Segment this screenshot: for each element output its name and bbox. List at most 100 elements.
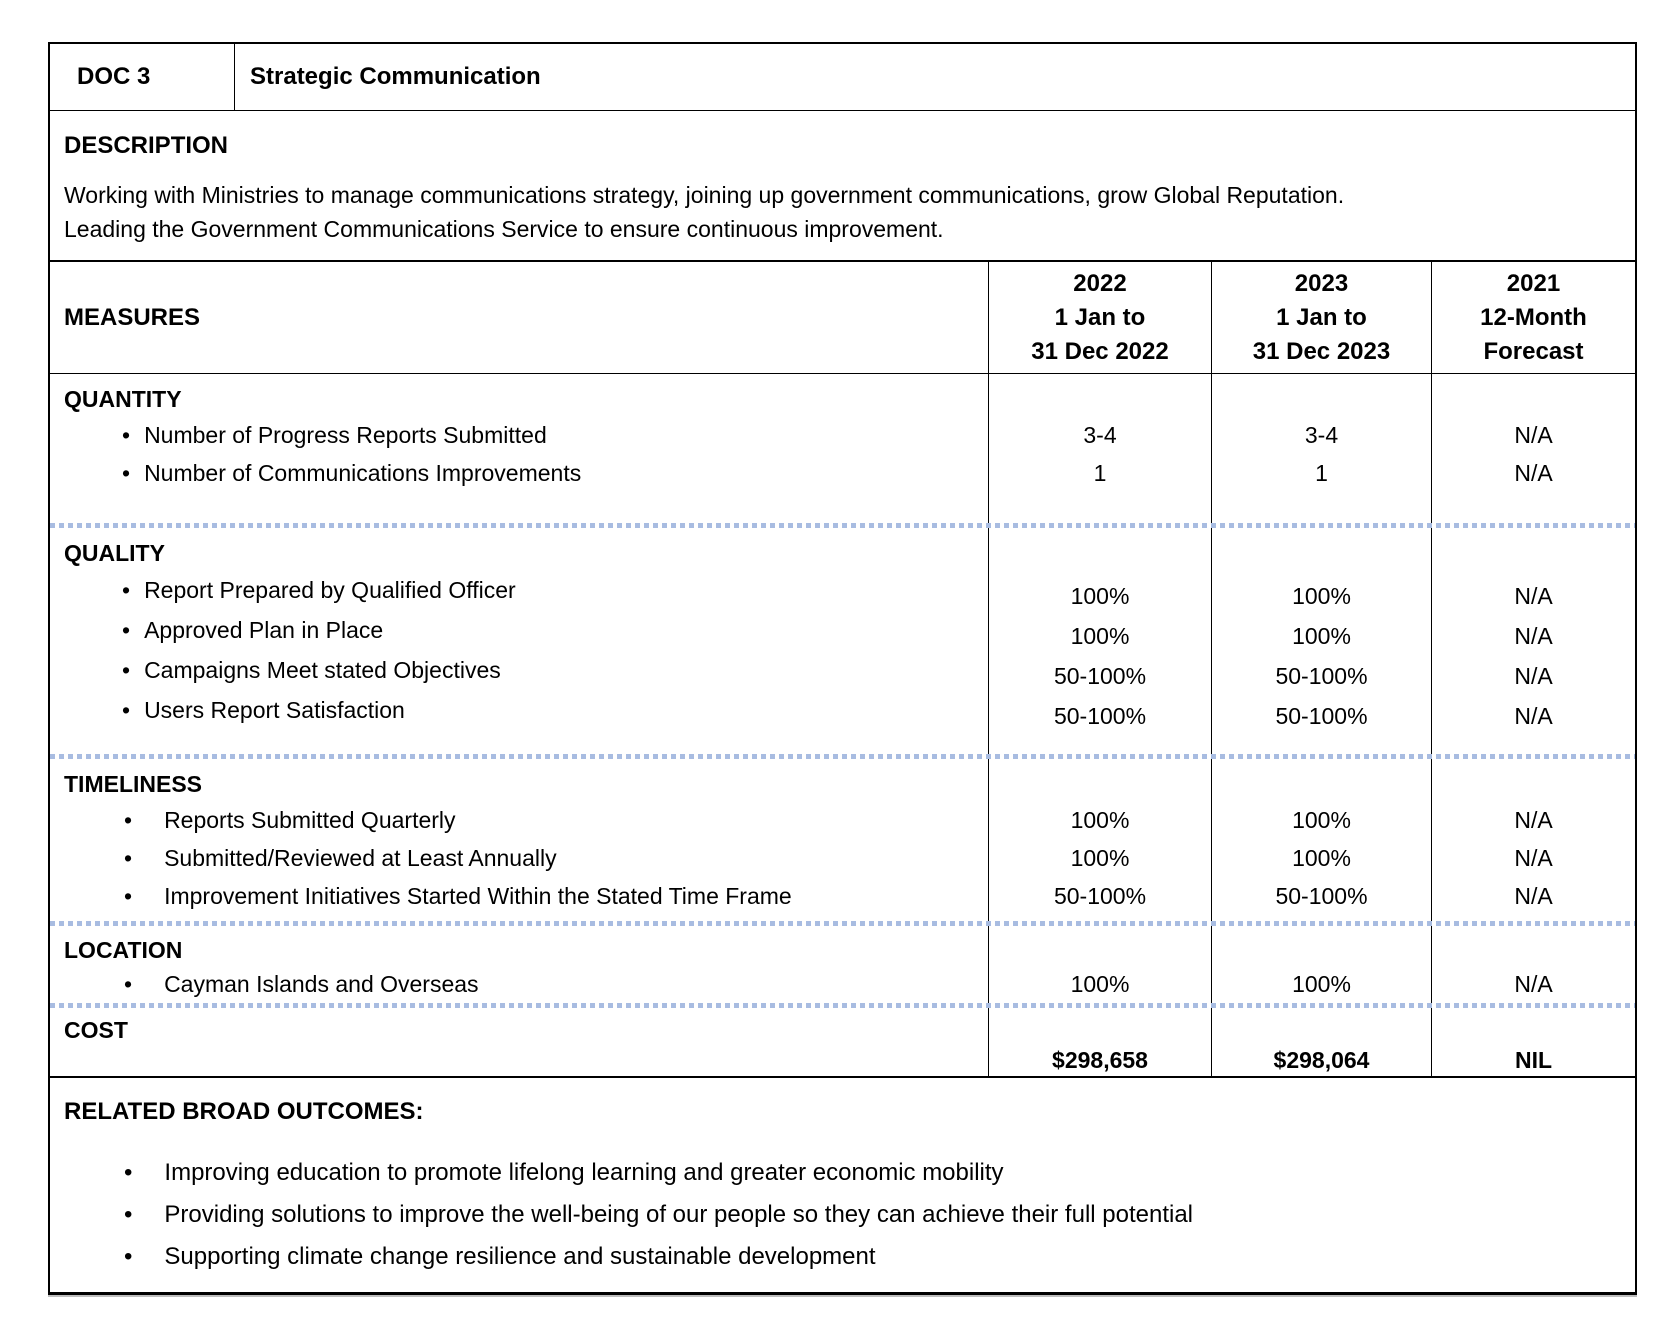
- measure-item-label: Number of Progress Reports Submitted: [64, 416, 988, 454]
- outcome-item: Providing solutions to improve the well-…: [64, 1194, 1611, 1236]
- values-forecast-column: N/A N/A: [1432, 374, 1635, 523]
- measure-value: N/A: [1514, 459, 1553, 486]
- section-timeliness: TIMELINESS Reports Submitted Quarterly S…: [50, 759, 1635, 921]
- measure-value: 50-100%: [1275, 882, 1368, 909]
- column-header-line: 12-Month: [1480, 303, 1587, 331]
- measure-value: 100%: [1292, 970, 1351, 997]
- measure-value: N/A: [1514, 582, 1553, 609]
- values-forecast-column: NIL: [1432, 1008, 1635, 1076]
- section-quality: QUALITY Report Prepared by Qualified Off…: [50, 528, 1635, 754]
- measure-value: 100%: [1070, 806, 1130, 833]
- measure-value: 50-100%: [1275, 662, 1368, 689]
- description-text: Working with Ministries to manage commun…: [64, 178, 1611, 246]
- measure-item-label: Report Prepared by Qualified Officer: [64, 570, 988, 610]
- outcomes-list: Improving education to promote lifelong …: [64, 1152, 1611, 1278]
- section-location: LOCATION Cayman Islands and Overseas 100…: [50, 926, 1635, 1003]
- measure-value: 1: [1093, 459, 1107, 486]
- values-2022-column: 100%: [989, 926, 1212, 1003]
- dotted-separator: [50, 754, 1635, 759]
- measure-value: 100%: [1292, 806, 1351, 833]
- column-header-2021-forecast: 2021 12-Month Forecast: [1432, 262, 1635, 373]
- values-2023-column: 100% 100% 50-100% 50-100%: [1212, 528, 1432, 754]
- measure-item-label: Improvement Initiatives Started Within t…: [64, 877, 988, 915]
- column-header-2022: 2022 1 Jan to 31 Dec 2022: [989, 262, 1212, 373]
- measure-item-label: Submitted/Reviewed at Least Annually: [64, 839, 988, 877]
- measure-item-label: Cayman Islands and Overseas: [64, 966, 988, 1002]
- measures-label: MEASURES: [50, 262, 989, 373]
- measures-header-row: MEASURES 2022 1 Jan to 31 Dec 2022 2023 …: [50, 262, 1635, 374]
- column-header-line: Forecast: [1483, 337, 1584, 365]
- section-label-column: LOCATION Cayman Islands and Overseas: [50, 926, 989, 1003]
- dotted-separator: [50, 523, 1635, 528]
- related-broad-outcomes-section: RELATED BROAD OUTCOMES: Improving educat…: [50, 1078, 1635, 1278]
- column-header-line: 31 Dec 2023: [1252, 337, 1391, 365]
- column-header-line: 2021: [1506, 269, 1561, 297]
- values-2022-column: 3-4 1: [989, 374, 1212, 523]
- outcome-item: Improving education to promote lifelong …: [64, 1152, 1611, 1194]
- description-heading: DESCRIPTION: [64, 132, 229, 159]
- measure-item-label: Number of Communications Improvements: [64, 454, 988, 492]
- measure-value: N/A: [1514, 622, 1553, 649]
- section-label-column: QUANTITY Number of Progress Reports Subm…: [50, 374, 989, 523]
- measure-value: N/A: [1514, 806, 1553, 833]
- column-header-2023: 2023 1 Jan to 31 Dec 2023: [1212, 262, 1432, 373]
- column-header-line: 2023: [1294, 269, 1349, 297]
- description-line-2: Leading the Government Communications Se…: [64, 216, 944, 242]
- section-label-column: QUALITY Report Prepared by Qualified Off…: [50, 528, 989, 754]
- values-2023-column: 3-4 1: [1212, 374, 1432, 523]
- column-header-line: 2022: [1073, 269, 1127, 297]
- measure-value: 100%: [1070, 582, 1130, 609]
- measure-value: N/A: [1514, 662, 1553, 689]
- section-label-column: TIMELINESS Reports Submitted Quarterly S…: [50, 759, 989, 921]
- measure-item-label: Campaigns Meet stated Objectives: [64, 650, 988, 690]
- dotted-separator: [50, 1003, 1635, 1008]
- measure-value: 3-4: [1304, 421, 1339, 448]
- section-heading: LOCATION: [64, 937, 183, 963]
- measure-item-label: Users Report Satisfaction: [64, 690, 988, 730]
- cost-value-2022: $298,658: [1052, 1046, 1148, 1073]
- doc-title-cell: Strategic Communication: [250, 63, 541, 90]
- measure-value: 50-100%: [1053, 662, 1147, 689]
- section-label-column: COST: [50, 1008, 989, 1076]
- doc-header-row: DOC 3 Strategic Communication: [50, 44, 1635, 111]
- column-header-line: 31 Dec 2022: [1031, 337, 1169, 365]
- section-heading: QUALITY: [64, 540, 165, 566]
- measure-value: 100%: [1070, 844, 1130, 871]
- doc-id-cell: DOC 3: [50, 44, 235, 110]
- measure-value: 100%: [1070, 622, 1130, 649]
- measure-item-label: Approved Plan in Place: [64, 610, 988, 650]
- measure-value: N/A: [1514, 844, 1553, 871]
- measure-value: 50-100%: [1053, 702, 1147, 729]
- description-section: DESCRIPTION Working with Ministries to m…: [50, 111, 1635, 262]
- measure-value: N/A: [1514, 421, 1553, 448]
- values-2023-column: 100% 100% 50-100%: [1212, 759, 1432, 921]
- section-cost: COST $298,658 $298,064 NIL: [50, 1008, 1635, 1078]
- outcome-item: Supporting climate change resilience and…: [64, 1236, 1611, 1278]
- column-header-line: 1 Jan to: [1054, 303, 1146, 331]
- values-2022-column: 100% 100% 50-100%: [989, 759, 1212, 921]
- measure-value: 50-100%: [1275, 702, 1368, 729]
- values-forecast-column: N/A N/A N/A N/A: [1432, 528, 1635, 754]
- measure-value: 1: [1315, 459, 1328, 486]
- measure-value: N/A: [1514, 970, 1553, 997]
- values-2023-column: 100%: [1212, 926, 1432, 1003]
- measure-item-label: Reports Submitted Quarterly: [64, 801, 988, 839]
- measure-value: 3-4: [1083, 421, 1117, 448]
- section-heading: COST: [64, 1017, 128, 1043]
- section-heading: QUANTITY: [64, 386, 182, 412]
- section-quantity: QUANTITY Number of Progress Reports Subm…: [50, 374, 1635, 523]
- values-2023-column: $298,064: [1212, 1008, 1432, 1076]
- column-header-line: 1 Jan to: [1276, 303, 1367, 331]
- measure-value: 100%: [1292, 582, 1351, 609]
- measure-value: 100%: [1070, 970, 1130, 997]
- dotted-separator: [50, 921, 1635, 926]
- measure-value: 100%: [1292, 622, 1351, 649]
- values-forecast-column: N/A N/A N/A: [1432, 759, 1635, 921]
- performance-document-table: DOC 3 Strategic Communication DESCRIPTIO…: [48, 42, 1637, 1295]
- cost-value-2023: $298,064: [1273, 1046, 1370, 1073]
- values-2022-column: 100% 100% 50-100% 50-100%: [989, 528, 1212, 754]
- measure-value: 100%: [1292, 844, 1351, 871]
- values-2022-column: $298,658: [989, 1008, 1212, 1076]
- measure-value: N/A: [1514, 882, 1553, 909]
- measure-value: 50-100%: [1053, 882, 1147, 909]
